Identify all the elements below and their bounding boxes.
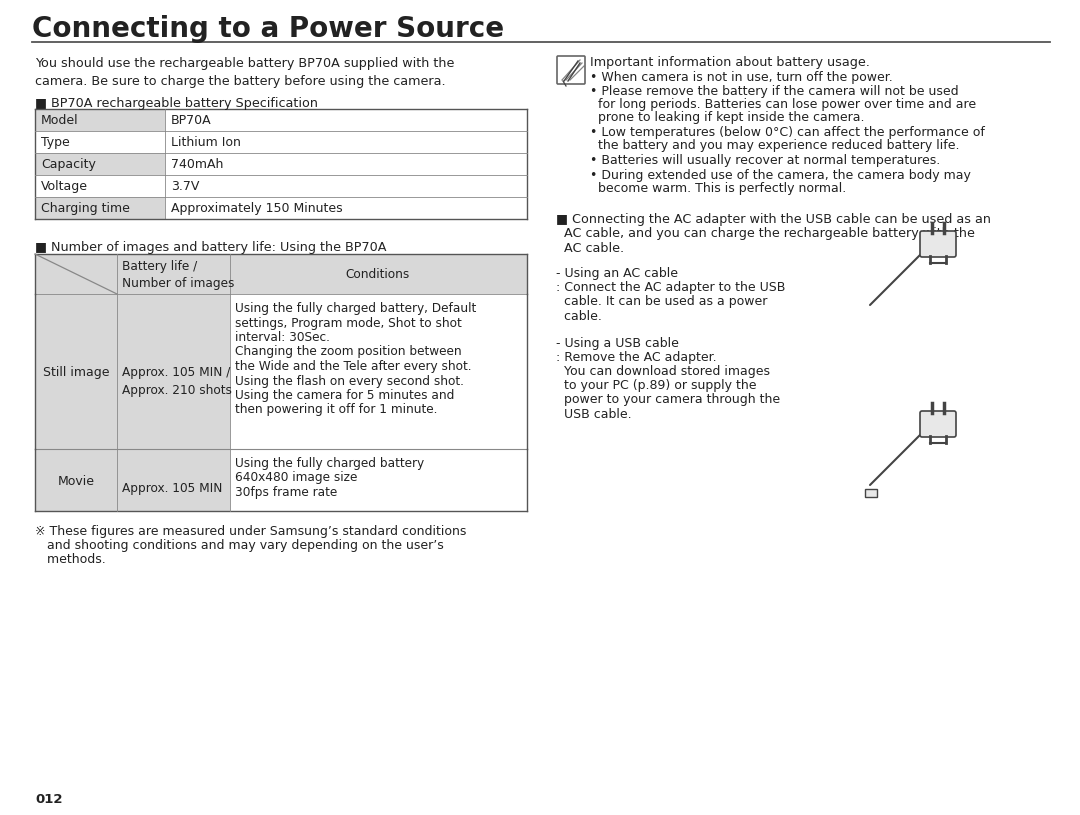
Bar — [117, 294, 230, 449]
Text: Charging time: Charging time — [41, 202, 130, 215]
Text: Using the flash on every second shot.: Using the flash on every second shot. — [235, 375, 464, 387]
Bar — [35, 294, 117, 449]
Text: : Connect the AC adapter to the USB: : Connect the AC adapter to the USB — [556, 281, 785, 294]
FancyBboxPatch shape — [557, 56, 585, 84]
Text: • During extended use of the camera, the camera body may: • During extended use of the camera, the… — [590, 169, 971, 182]
Text: • Low temperatures (below 0°C) can affect the performance of: • Low temperatures (below 0°C) can affec… — [590, 126, 985, 139]
Bar — [35, 175, 165, 197]
Text: Type: Type — [41, 136, 70, 149]
Bar — [230, 294, 527, 449]
Text: Important information about battery usage.: Important information about battery usag… — [590, 56, 869, 69]
Text: Model: Model — [41, 114, 79, 127]
Text: : Remove the AC adapter.: : Remove the AC adapter. — [556, 351, 717, 364]
Text: Capacity: Capacity — [41, 158, 96, 171]
Text: interval: 30Sec.: interval: 30Sec. — [235, 331, 329, 344]
Text: Approx. 105 MIN: Approx. 105 MIN — [122, 482, 222, 495]
FancyBboxPatch shape — [920, 411, 956, 437]
Text: Movie: Movie — [57, 475, 95, 488]
Text: Conditions: Conditions — [346, 268, 410, 281]
Bar — [230, 449, 527, 511]
Text: Approx. 105 MIN /
Approx. 210 shots: Approx. 105 MIN / Approx. 210 shots — [122, 366, 232, 397]
Text: USB cable.: USB cable. — [556, 408, 632, 421]
Text: • Batteries will usually recover at normal temperatures.: • Batteries will usually recover at norm… — [590, 154, 941, 167]
Bar — [35, 254, 527, 294]
Text: the battery and you may experience reduced battery life.: the battery and you may experience reduc… — [590, 139, 959, 152]
Bar — [35, 131, 165, 153]
Text: and shooting conditions and may vary depending on the user’s: and shooting conditions and may vary dep… — [35, 539, 444, 552]
Text: 30fps frame rate: 30fps frame rate — [235, 486, 337, 499]
Text: cable.: cable. — [556, 310, 602, 323]
Text: You can download stored images: You can download stored images — [556, 365, 770, 378]
Text: Changing the zoom position between: Changing the zoom position between — [235, 346, 461, 359]
Text: Using the fully charged battery, Default: Using the fully charged battery, Default — [235, 302, 476, 315]
Bar — [865, 489, 877, 497]
Text: • When camera is not in use, turn off the power.: • When camera is not in use, turn off th… — [590, 71, 893, 84]
Text: You should use the rechargeable battery BP70A supplied with the
camera. Be sure : You should use the rechargeable battery … — [35, 57, 455, 88]
Bar — [35, 109, 165, 131]
Text: - Using an AC cable: - Using an AC cable — [556, 267, 678, 280]
Text: 012: 012 — [35, 793, 63, 806]
Text: for long periods. Batteries can lose power over time and are: for long periods. Batteries can lose pow… — [590, 98, 976, 111]
Text: Using the fully charged battery: Using the fully charged battery — [235, 457, 424, 470]
Text: 3.7V: 3.7V — [171, 180, 200, 193]
Text: prone to leaking if kept inside the camera.: prone to leaking if kept inside the came… — [590, 112, 864, 125]
Text: to your PC (p.89) or supply the: to your PC (p.89) or supply the — [556, 380, 756, 393]
Text: then powering it off for 1 minute.: then powering it off for 1 minute. — [235, 403, 437, 416]
Text: cable. It can be used as a power: cable. It can be used as a power — [556, 296, 768, 309]
Text: Connecting to a Power Source: Connecting to a Power Source — [32, 15, 504, 43]
Text: Approximately 150 Minutes: Approximately 150 Minutes — [171, 202, 342, 215]
Bar — [35, 449, 117, 511]
Text: ■ Connecting the AC adapter with the USB cable can be used as an: ■ Connecting the AC adapter with the USB… — [556, 214, 991, 227]
Text: settings, Program mode, Shot to shot: settings, Program mode, Shot to shot — [235, 316, 462, 329]
Text: Lithium Ion: Lithium Ion — [171, 136, 241, 149]
Text: methods.: methods. — [35, 553, 106, 566]
Text: ■ BP70A rechargeable battery Specification: ■ BP70A rechargeable battery Specificati… — [35, 97, 318, 110]
Bar — [35, 197, 165, 219]
Text: 640x480 image size: 640x480 image size — [235, 472, 357, 484]
Text: AC cable.: AC cable. — [556, 241, 624, 254]
Text: power to your camera through the: power to your camera through the — [556, 394, 780, 407]
Text: AC cable, and you can charge the rechargeable battery with the: AC cable, and you can charge the recharg… — [556, 227, 975, 240]
Bar — [117, 449, 230, 511]
Text: 740mAh: 740mAh — [171, 158, 224, 171]
Text: Voltage: Voltage — [41, 180, 87, 193]
Bar — [35, 153, 165, 175]
Text: ■ Number of images and battery life: Using the BP70A: ■ Number of images and battery life: Usi… — [35, 241, 387, 254]
Text: • Please remove the battery if the camera will not be used: • Please remove the battery if the camer… — [590, 85, 959, 98]
Text: BP70A: BP70A — [171, 114, 212, 127]
Bar — [165, 109, 527, 131]
Bar — [165, 131, 527, 153]
Text: become warm. This is perfectly normal.: become warm. This is perfectly normal. — [590, 182, 847, 195]
Text: Still image: Still image — [43, 366, 109, 379]
Bar — [165, 175, 527, 197]
Text: the Wide and the Tele after every shot.: the Wide and the Tele after every shot. — [235, 360, 472, 373]
Text: - Using a USB cable: - Using a USB cable — [556, 337, 679, 350]
Text: Using the camera for 5 minutes and: Using the camera for 5 minutes and — [235, 389, 455, 402]
Bar — [165, 153, 527, 175]
Bar — [165, 197, 527, 219]
FancyBboxPatch shape — [920, 231, 956, 257]
Text: ※ These figures are measured under Samsung’s standard conditions: ※ These figures are measured under Samsu… — [35, 525, 467, 538]
Text: Battery life /
Number of images: Battery life / Number of images — [122, 260, 234, 290]
